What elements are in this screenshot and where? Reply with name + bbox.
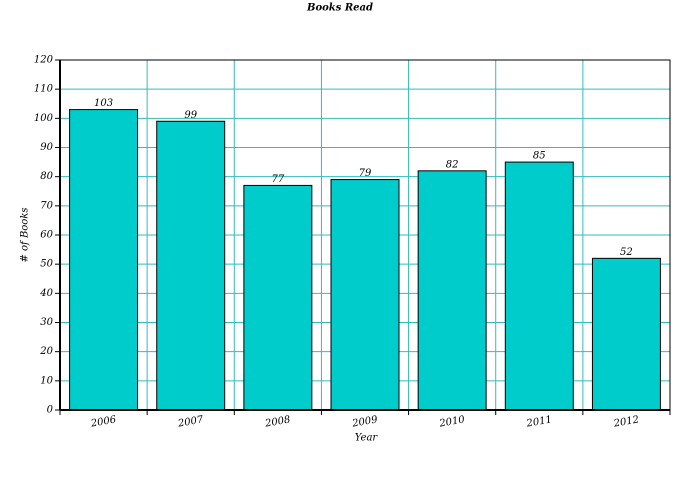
data-label: 52	[620, 247, 633, 258]
bar	[591, 257, 661, 411]
bar	[417, 170, 487, 411]
x-tick-label: 2011	[525, 414, 553, 429]
data-label: 77	[271, 174, 284, 185]
x-tick-label: 2012	[612, 414, 640, 429]
bar	[243, 184, 313, 411]
x-tick-label: 2009	[351, 414, 380, 430]
y-tick-label: 50	[40, 259, 53, 270]
y-tick-label: 120	[34, 55, 54, 66]
data-label: 103	[94, 98, 113, 109]
y-tick-label: 10	[40, 375, 53, 386]
bar	[504, 161, 574, 411]
x-tick-label: 2010	[438, 414, 467, 430]
x-tick-label: 2008	[263, 414, 291, 429]
data-label: 82	[446, 159, 459, 170]
x-axis-label: Year	[355, 433, 379, 444]
y-tick-label: 100	[34, 113, 54, 124]
x-tick-label: 2006	[89, 414, 118, 430]
x-tick-label: 2007	[176, 414, 205, 430]
y-tick-label: 70	[40, 200, 53, 211]
chart-title: Books Read	[306, 3, 373, 14]
y-tick-label: 40	[39, 288, 53, 299]
y-tick-label: 20	[39, 346, 53, 357]
y-tick-label: 110	[34, 84, 54, 95]
y-tick-label: 0	[47, 405, 54, 416]
y-tick-label: 60	[40, 230, 53, 241]
y-tick-label: 80	[40, 171, 53, 182]
bar	[330, 179, 400, 411]
data-label: 85	[533, 151, 546, 162]
bar	[156, 120, 226, 411]
bar	[69, 109, 139, 411]
y-tick-label: 30	[40, 317, 53, 328]
data-label: 99	[184, 110, 197, 121]
y-tick-label: 90	[40, 142, 53, 153]
y-axis-label: # of Books	[20, 207, 31, 262]
data-label: 79	[359, 168, 372, 179]
